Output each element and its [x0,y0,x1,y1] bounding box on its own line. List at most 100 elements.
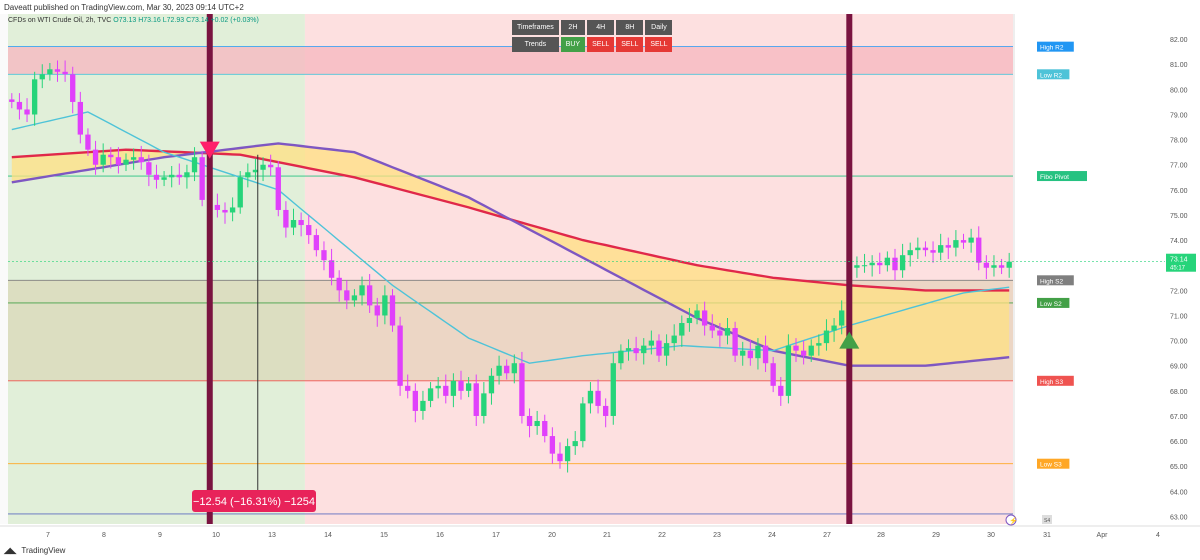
candle-body [488,375,495,394]
candle-body [625,348,632,351]
candle-body [930,250,936,253]
trend-cell: SELL [616,37,644,52]
candle-body [351,295,358,301]
sell-arrow-icon [199,141,220,159]
y-tick-label: 81.00 [1170,62,1188,69]
footer-brand[interactable]: ◢◣ TradingView [4,546,65,555]
candle-body [496,365,502,376]
y-tick-label: 64.00 [1170,489,1188,496]
level-badge [1037,297,1070,308]
y-tick-label: 79.00 [1170,112,1188,119]
level-badge-label: Low S2 [1040,301,1062,308]
candle-body [85,134,91,150]
candle-body [976,237,982,263]
table-header: Timeframes [512,20,559,35]
y-tick-label: 74.00 [1170,238,1188,245]
candle-body [123,159,129,165]
candle-body [1006,261,1012,268]
candle-body [580,403,586,442]
level-badge-label: Low R2 [1040,72,1062,79]
x-tick-label: 16 [436,532,444,539]
candle-body [709,325,715,331]
candle-body [70,74,76,102]
table-header: Daily [645,20,673,35]
candle-body [778,385,784,396]
measure-tool[interactable]: −12.54 (−16.31%) −1254 [192,154,316,512]
last-price-label: 73.14 [1170,257,1188,264]
trend-cell: SELL [587,37,615,52]
candle-body [443,385,449,396]
signal-markers [199,14,860,524]
x-tick-label: 27 [823,532,831,539]
candle-body [968,237,974,243]
level-badge-label: High S3 [1040,379,1064,386]
candle-body [884,257,891,266]
candle-body [222,209,228,213]
candle-body [389,295,396,326]
candle-body [519,363,525,416]
candle-body [694,310,700,318]
candle-body [481,393,487,416]
candle-body [587,390,594,404]
candle-body [313,235,320,251]
candle-body [199,157,205,200]
candle-body [816,343,822,346]
symbol-name: CFDs on WTI Crude Oil, 2h, TVC [8,17,112,24]
x-tick-label: 13 [268,532,276,539]
candle-body [526,415,533,427]
tradingview-logo-icon: ◢◣ [4,546,17,555]
candle-body [366,285,373,306]
time-axis[interactable]: 7 8 9 10 13 14 15 16 17 20 21 22 23 24 27 28 29 30 31 Apr 4 ⚡… [0,514,1200,539]
level-badge-label: Fibo Pivot [1040,174,1069,181]
candle-body [450,380,457,396]
candle-body [435,385,441,389]
x-tick-label: 29 [932,532,940,539]
candle-body [945,245,951,248]
x-tick-label: 20 [548,532,556,539]
y-tick-label: 65.00 [1170,464,1188,471]
candle-body [458,380,464,391]
candle-body [328,260,335,278]
candle-body [641,345,647,354]
candle-body [176,174,182,178]
candle-body [473,383,479,416]
candle-body [504,365,510,374]
table-header: 4H [587,20,615,35]
candle-body [960,240,967,243]
level-lines [8,46,1013,515]
candle-body [260,164,266,170]
level-badge [1037,69,1070,80]
candle-body [184,172,190,178]
zone-layer [0,14,1013,524]
x-tick-label: 7 [46,532,50,539]
candle-body [701,310,708,326]
alert-icon-glyph: ⚡ [1009,516,1018,525]
publisher-line: Daveatt published on TradingView.com, Ma… [4,3,244,12]
candle-body [405,385,411,391]
candle-body [153,174,160,180]
price-axis[interactable]: 82.00 81.00 80.00 79.00 78.00 77.00 76.00 75.00… [8,0,1200,560]
buy-arrow-icon [839,331,860,349]
y-tick-label: 78.00 [1170,138,1188,145]
ohlc-values: O73.13 H73.16 L72.93 C73.14 +0.02 (+0.03… [113,17,259,24]
y-tick-label: 67.00 [1170,414,1188,421]
table-row-label: Trends [512,37,559,52]
candle-body [762,345,769,364]
candle-body [283,209,289,228]
candle-body [24,109,30,115]
candle-body [839,310,845,326]
countdown-label: 45:17 [1170,266,1186,272]
candle-body [465,383,472,391]
trend-cell: BUY [560,37,586,52]
signal-bar [206,14,213,524]
candle-body [907,250,913,256]
candle-body [290,220,297,228]
symbol-legend[interactable]: CFDs on WTI Crude Oil, 2h, TVC O73.13 H7… [8,17,259,24]
level-badge [1037,375,1074,386]
candle-body [374,305,380,316]
candle-body [823,330,830,344]
x-tick-label: 17 [492,532,500,539]
candle-body [991,265,997,268]
candle-body [511,363,517,374]
